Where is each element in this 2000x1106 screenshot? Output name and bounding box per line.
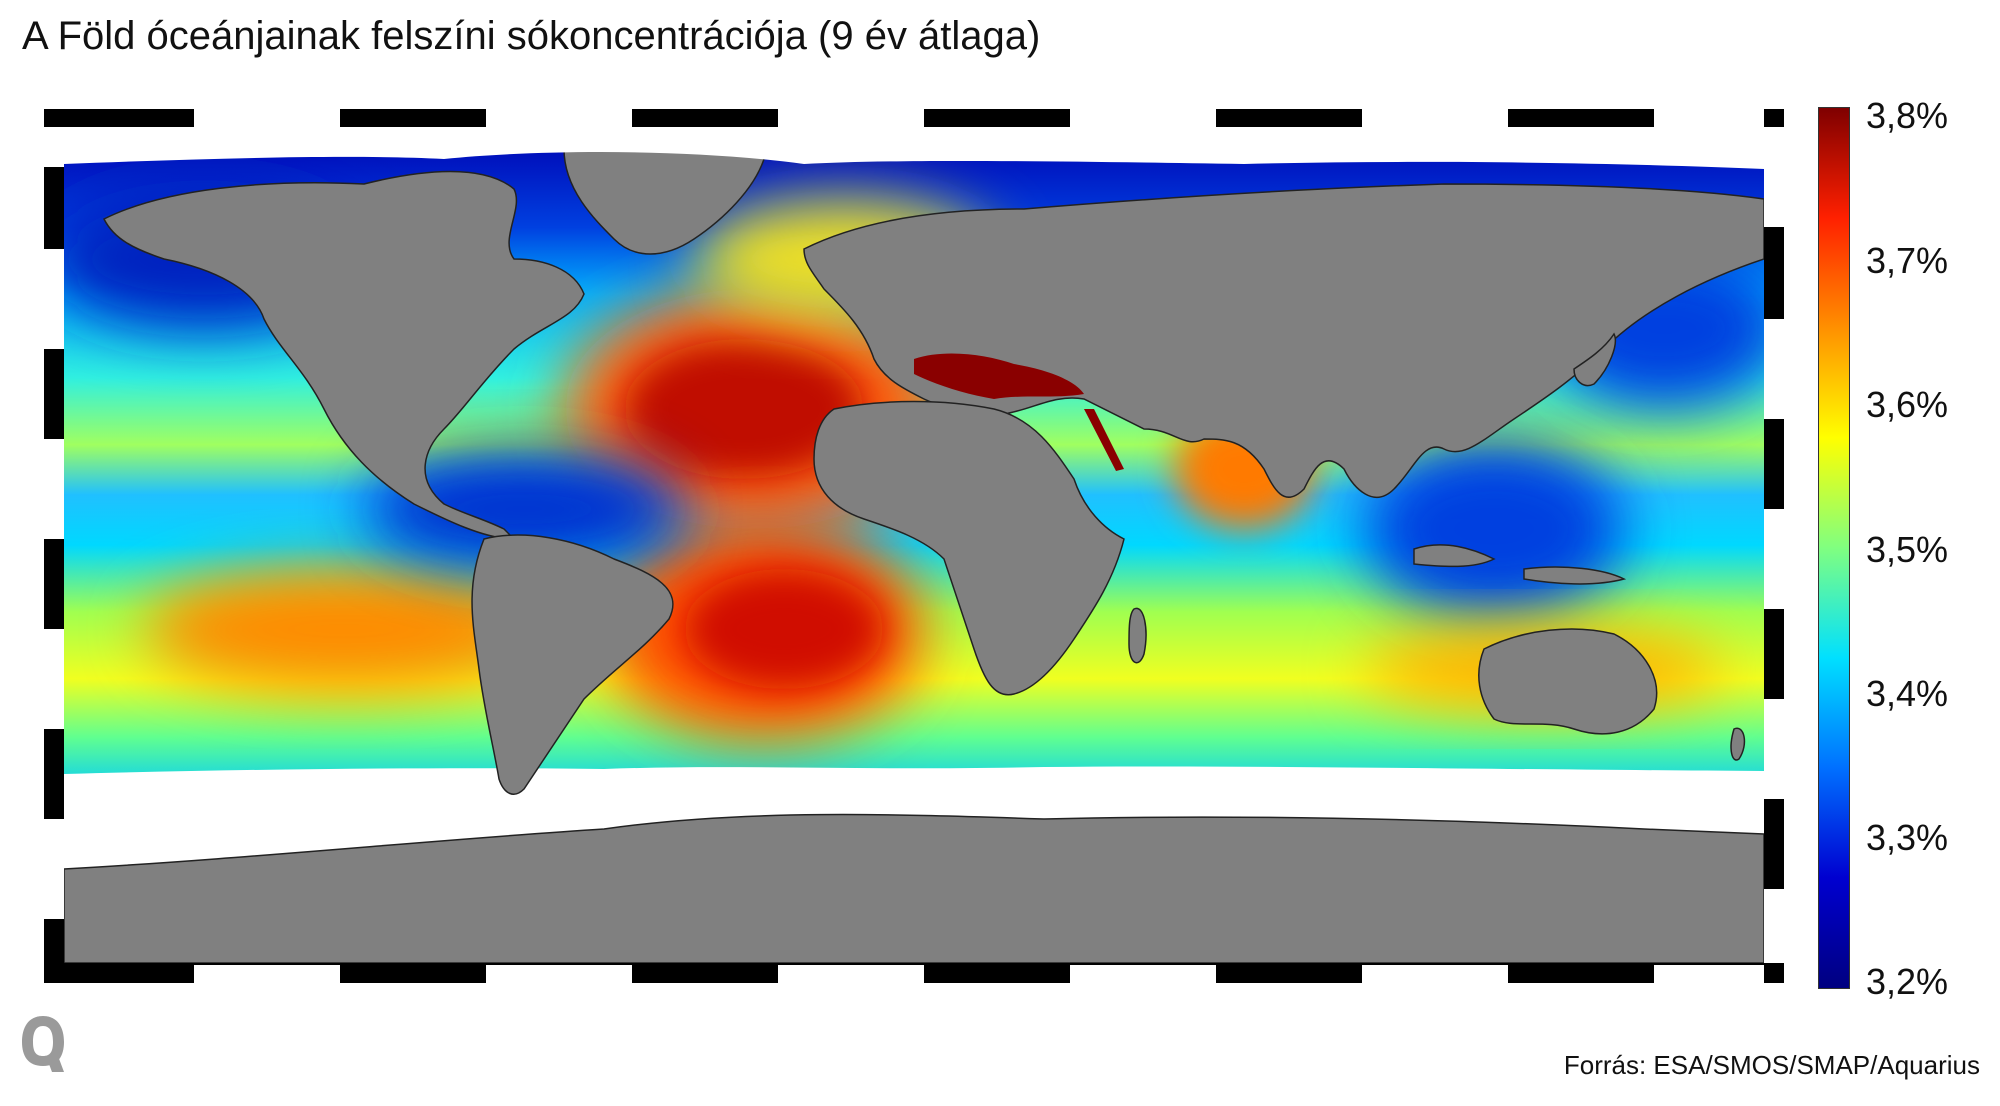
q-logo-icon: [22, 1016, 64, 1072]
mediterranean-high-salinity: [914, 353, 1084, 399]
land-antarctica: [64, 813, 1764, 963]
map-frame-sides: [44, 127, 1784, 963]
salinity-map: [44, 109, 1784, 983]
source-credit: Forrás: ESA/SMOS/SMAP/Aquarius: [1563, 1050, 1980, 1080]
land-north-america: [102, 170, 585, 540]
colorbar-label: 3,3%: [1866, 817, 1949, 858]
world-map-graphic: [44, 109, 1784, 983]
colorbar: [1818, 107, 1850, 989]
colorbar-label: 3,7%: [1866, 240, 1949, 281]
land-africa: [813, 400, 1125, 696]
land-masses: [64, 135, 1764, 963]
land-madagascar: [1128, 607, 1147, 664]
land-australia: [1478, 628, 1658, 735]
map-frame-top: [194, 109, 1764, 127]
red-sea-high-salinity: [1084, 409, 1124, 471]
land-japan: [1573, 332, 1616, 387]
colorbar-label: 3,6%: [1866, 384, 1949, 425]
land-indonesia: [1413, 544, 1627, 585]
map-frame-bottom: [194, 965, 1764, 983]
colorbar-label: 3,4%: [1866, 673, 1949, 714]
land-new-zealand: [1730, 727, 1746, 761]
map-title: A Föld óceánjainak felszíni sókoncentrác…: [22, 14, 1041, 58]
land-south-america: [471, 534, 674, 795]
colorbar-label-min: 3,2%: [1866, 961, 1949, 1002]
arctic-ice: [64, 127, 1764, 169]
colorbar-label-max: 3,8%: [1866, 95, 1949, 136]
colorbar-label: 3,5%: [1866, 529, 1949, 570]
